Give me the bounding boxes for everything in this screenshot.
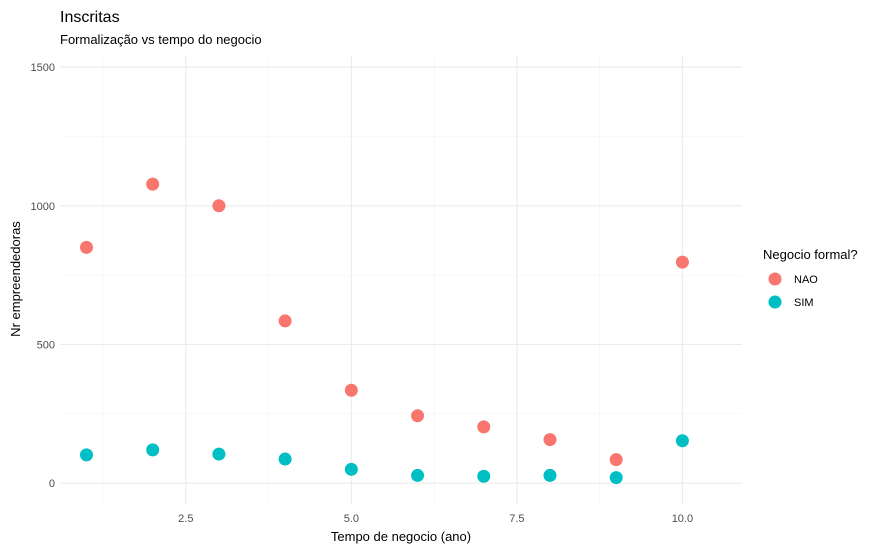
y-tick-label: 1500 xyxy=(31,62,55,74)
point-sim xyxy=(146,443,160,457)
point-sim xyxy=(411,468,425,482)
legend-title: Negocio formal? xyxy=(763,247,858,262)
legend-key-sim xyxy=(768,295,782,309)
y-tick-label: 1000 xyxy=(31,201,55,213)
point-nao xyxy=(212,199,226,213)
point-nao xyxy=(609,453,623,467)
legend-label-sim: SIM xyxy=(794,297,814,309)
point-nao xyxy=(675,255,689,269)
y-axis-title: Nr empreendedoras xyxy=(8,221,23,337)
x-tick-label: 10.0 xyxy=(672,513,693,525)
point-sim xyxy=(543,468,557,482)
x-tick-label: 5.0 xyxy=(344,513,359,525)
data-points xyxy=(79,177,689,485)
point-nao xyxy=(344,383,358,397)
point-nao xyxy=(79,240,93,254)
point-sim xyxy=(79,448,93,462)
point-sim xyxy=(477,469,491,483)
y-tick-labels: 0 500 1000 1500 xyxy=(31,62,55,490)
legend-key-nao xyxy=(768,272,782,286)
point-sim xyxy=(344,462,358,476)
point-sim xyxy=(675,434,689,448)
legend: Negocio formal? NAO SIM xyxy=(763,247,858,309)
point-nao xyxy=(146,177,160,191)
x-tick-label: 7.5 xyxy=(509,513,524,525)
grid xyxy=(60,56,742,504)
point-sim xyxy=(212,447,226,461)
point-sim xyxy=(278,452,292,466)
x-tick-label: 2.5 xyxy=(178,513,193,525)
point-nao xyxy=(411,409,425,423)
point-nao xyxy=(543,433,557,447)
chart-subtitle: Formalização vs tempo do negocio xyxy=(60,32,262,47)
x-tick-labels: 2.5 5.0 7.5 10.0 xyxy=(178,513,693,525)
y-tick-label: 500 xyxy=(37,339,55,351)
y-tick-label: 0 xyxy=(49,478,55,490)
x-axis-title: Tempo de negocio (ano) xyxy=(331,529,471,544)
point-sim xyxy=(609,471,623,485)
chart-title: Inscritas xyxy=(60,9,120,26)
point-nao xyxy=(278,314,292,328)
legend-label-nao: NAO xyxy=(794,274,818,286)
point-nao xyxy=(477,420,491,434)
